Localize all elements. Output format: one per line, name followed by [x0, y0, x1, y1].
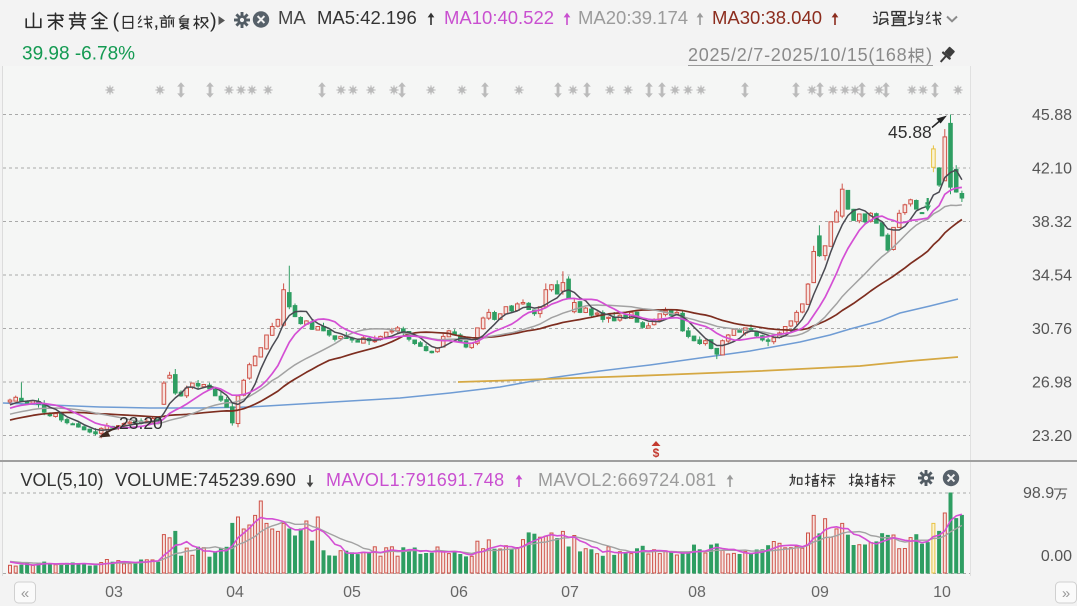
svg-text:34.54: 34.54: [1032, 268, 1072, 285]
svg-text:06: 06: [450, 584, 468, 601]
svg-text:07: 07: [561, 584, 579, 601]
svg-text:26.98: 26.98: [1032, 375, 1072, 392]
svg-text:23.20: 23.20: [119, 413, 163, 433]
svg-text:VOL(5,10): VOL(5,10): [21, 470, 104, 490]
svg-text:MA30:38.040: MA30:38.040: [712, 7, 822, 28]
svg-text:«: «: [21, 585, 29, 602]
svg-text:38.32: 38.32: [1032, 214, 1072, 231]
svg-text:98.9: 98.9: [1023, 485, 1054, 502]
svg-text:MAVOL2:669724.081: MAVOL2:669724.081: [538, 470, 717, 490]
svg-text:MAVOL1:791691.748: MAVOL1:791691.748: [326, 470, 505, 490]
svg-text:03: 03: [105, 584, 123, 601]
svg-text:MA10:40.522: MA10:40.522: [444, 7, 554, 28]
svg-text:10: 10: [933, 584, 951, 601]
svg-text:45.88: 45.88: [1032, 107, 1072, 124]
svg-text:»: »: [1062, 585, 1070, 602]
svg-text:): ): [926, 45, 933, 65]
svg-text:23.20: 23.20: [1032, 428, 1072, 445]
svg-text:MA5:42.196: MA5:42.196: [317, 7, 417, 28]
svg-text:(: (: [113, 11, 120, 33]
svg-text:05: 05: [343, 584, 361, 601]
svg-text:MA20:39.174: MA20:39.174: [578, 7, 688, 28]
svg-text:42.10: 42.10: [1032, 161, 1072, 178]
svg-text:39.98 -6.78%: 39.98 -6.78%: [22, 44, 135, 65]
svg-text:VOLUME:745239.690: VOLUME:745239.690: [115, 470, 296, 490]
svg-text:09: 09: [811, 584, 829, 601]
svg-text:0.00: 0.00: [1041, 548, 1072, 565]
svg-text:45.88: 45.88: [888, 122, 932, 142]
svg-text:30.76: 30.76: [1032, 321, 1072, 338]
svg-text:04: 04: [226, 584, 244, 601]
svg-text:08: 08: [688, 584, 706, 601]
svg-text:,: ,: [154, 11, 160, 33]
svg-text:$: $: [653, 446, 660, 460]
svg-text:2025/2/7-2025/10/15(168: 2025/2/7-2025/10/15(168: [688, 45, 907, 65]
svg-text:MA: MA: [278, 7, 306, 28]
svg-text:): ): [210, 11, 217, 33]
